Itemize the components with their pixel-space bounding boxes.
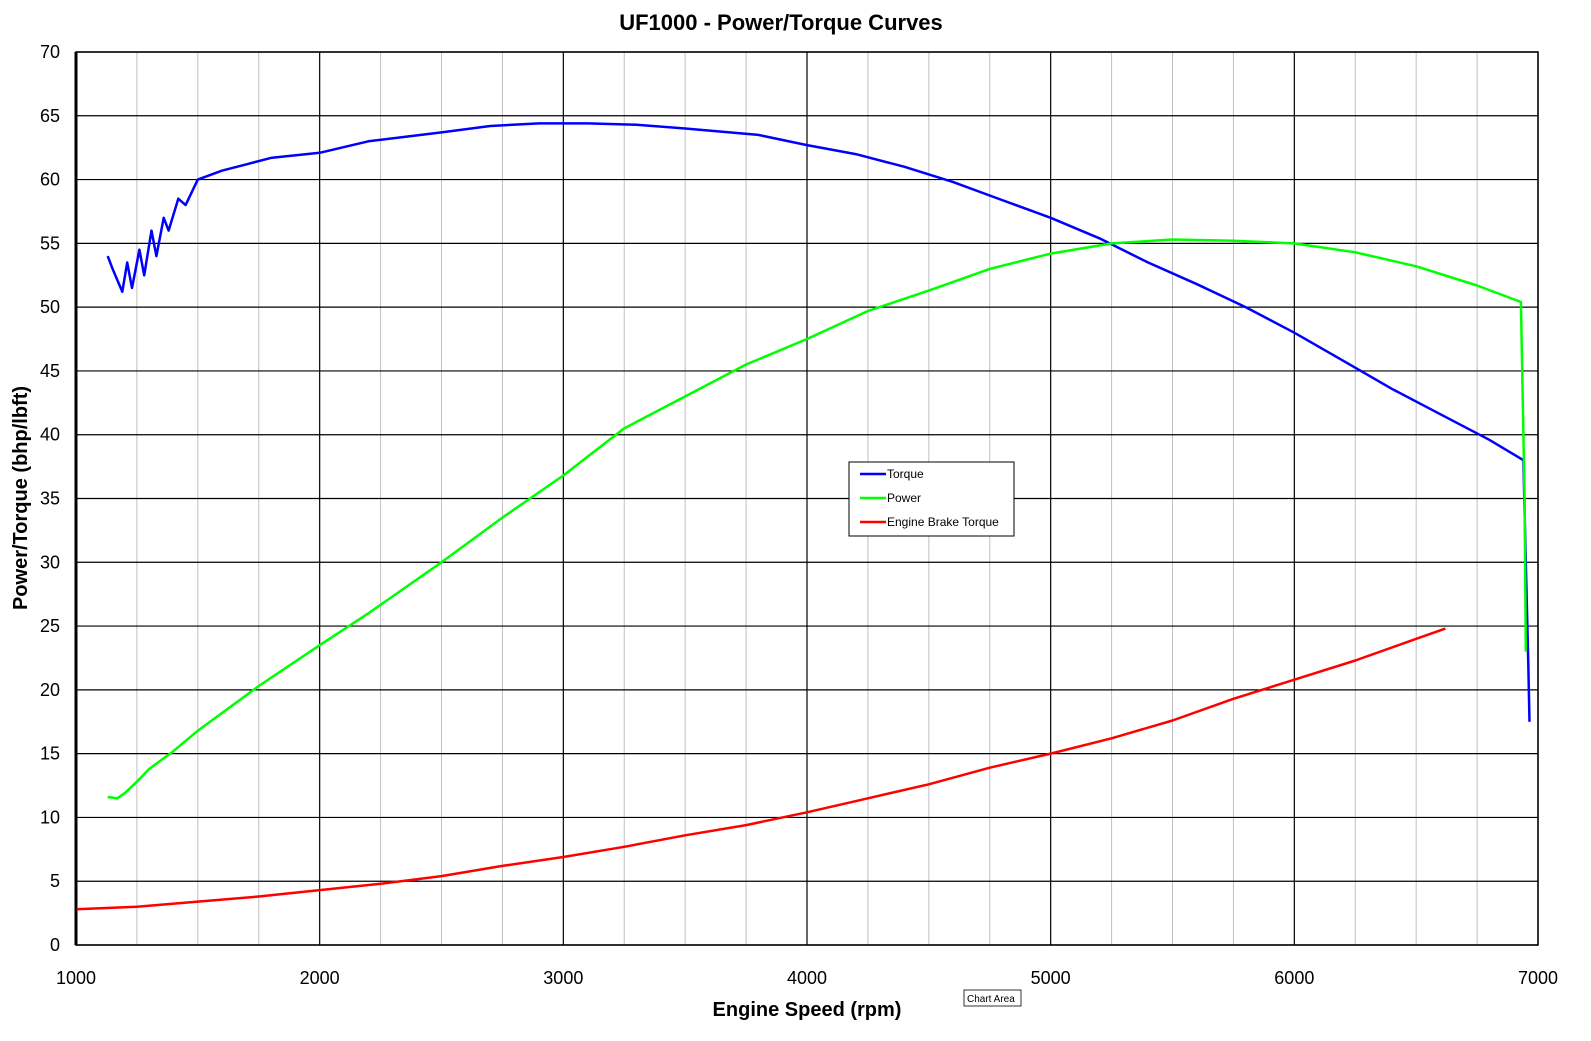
x-tick-label: 2000 bbox=[300, 968, 340, 988]
y-tick-label: 5 bbox=[50, 871, 60, 891]
legend-label: Power bbox=[887, 491, 921, 505]
y-tick-label: 45 bbox=[40, 361, 60, 381]
y-tick-label: 40 bbox=[40, 425, 60, 445]
y-tick-label: 65 bbox=[40, 106, 60, 126]
y-tick-label: 55 bbox=[40, 233, 60, 253]
series-lines bbox=[75, 122, 1531, 911]
tooltip-text: Chart Area bbox=[967, 994, 1015, 1005]
y-tick-label: 20 bbox=[40, 680, 60, 700]
chart-area-tooltip: Chart Area bbox=[963, 989, 1022, 1007]
y-tick-label: 30 bbox=[40, 552, 60, 572]
x-tick-label: 7000 bbox=[1518, 968, 1558, 988]
x-tick-label: 3000 bbox=[543, 968, 583, 988]
y-tick-label: 15 bbox=[40, 744, 60, 764]
legend[interactable]: Torque Power Engine Brake Torque bbox=[848, 461, 1015, 537]
series-line-torque bbox=[106, 122, 1531, 722]
series-line-engine-brake-torque bbox=[75, 627, 1446, 911]
y-tick-label: 25 bbox=[40, 616, 60, 636]
x-tick-label: 1000 bbox=[56, 968, 96, 988]
y-tick-label: 60 bbox=[40, 170, 60, 190]
y-tick-label: 50 bbox=[40, 297, 60, 317]
legend-label: Torque bbox=[887, 467, 924, 481]
y-axis-title: Power/Torque (bhp/lbft) bbox=[10, 386, 32, 610]
x-tick-label: 6000 bbox=[1274, 968, 1314, 988]
tick-labels: 1000 2000 3000 4000 5000 6000 7000 0 5 10 15 20 25 30… bbox=[40, 42, 1558, 988]
y-tick-label: 10 bbox=[40, 807, 60, 827]
chart-title: UF1000 - Power/Torque Curves bbox=[619, 10, 943, 35]
x-tick-label: 4000 bbox=[787, 968, 827, 988]
plot-area-frame bbox=[75, 51, 1539, 946]
y-tick-label: 35 bbox=[40, 489, 60, 509]
x-axis-title: Engine Speed (rpm) bbox=[713, 999, 902, 1021]
series-line-power bbox=[107, 238, 1528, 800]
y-tick-label: 70 bbox=[40, 42, 60, 62]
legend-label: Engine Brake Torque bbox=[887, 515, 999, 529]
y-tick-label: 0 bbox=[50, 935, 60, 955]
x-tick-label: 5000 bbox=[1031, 968, 1071, 988]
